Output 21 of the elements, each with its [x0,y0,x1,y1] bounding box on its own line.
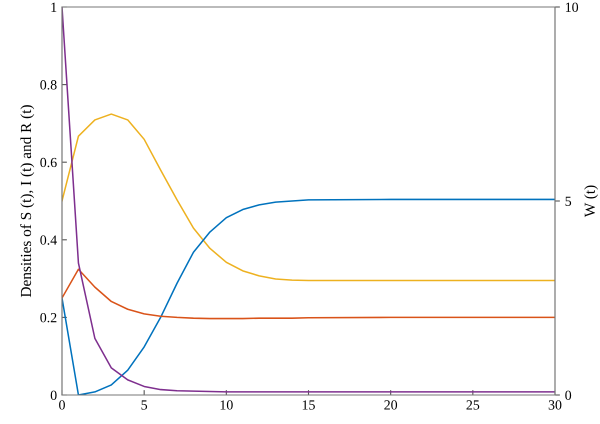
line-series [62,268,555,320]
line-series [62,7,555,393]
y-axis-title: Densities of S (t), I (t) and R (t) [20,105,34,298]
y2-tick-label: 0 [565,390,572,400]
x-tick-label: 25 [466,400,480,410]
x-tick-label: 30 [548,400,562,410]
x-tick-label: 15 [302,400,315,410]
y2-tick-label: 10 [566,2,578,12]
y2-tick-label: 5 [566,196,572,206]
y-tick-label: 1 [51,2,56,12]
x-tick-label: 0 [59,400,65,410]
x-tick-label: 5 [142,400,148,410]
x-tick-label: 20 [384,400,398,410]
line-series [62,113,555,282]
y-tick-label: 0 [50,390,57,400]
x-tick-label: 10 [220,400,233,410]
y-tick-label: 0.8 [40,80,57,90]
y-tick-label: 0.2 [40,312,56,322]
y-tick-label: 0.4 [40,235,57,245]
y2-axis-title: W (t) [584,185,598,218]
y-tick-label: 0.6 [40,158,57,168]
